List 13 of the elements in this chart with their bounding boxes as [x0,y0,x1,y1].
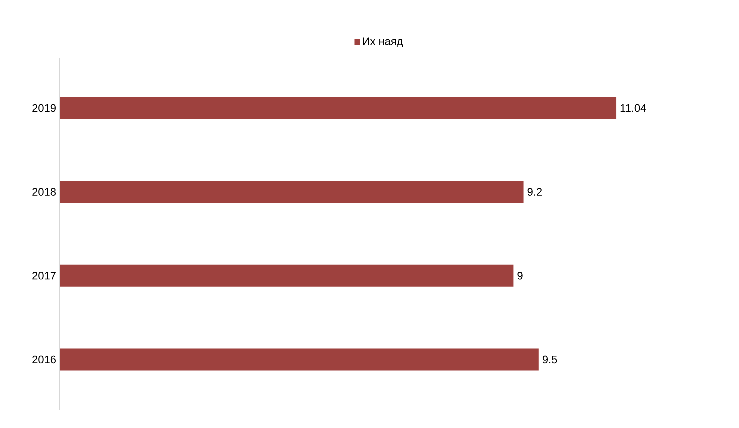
y-tick-label: 2019 [32,104,56,112]
data-label: 9.5 [542,356,558,364]
y-tick-label: 2018 [32,188,56,196]
data-label: 11.04 [620,104,646,112]
bar [60,97,617,120]
data-label: 9.2 [528,188,542,196]
data-label: 9 [518,272,523,280]
legend-label: Их наяд [363,38,404,48]
bar [60,348,539,371]
bar [60,264,514,287]
y-tick-label: 2016 [32,356,56,364]
bar [60,181,524,204]
y-tick-label: 2017 [32,272,56,280]
